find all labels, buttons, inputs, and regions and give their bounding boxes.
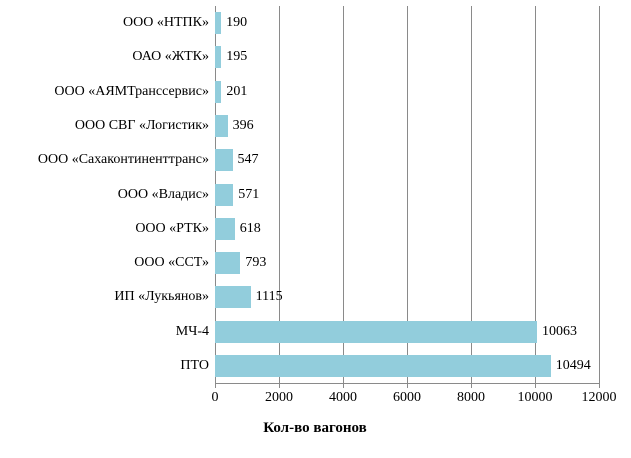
x-axis-line [215,383,600,384]
bar [215,320,538,343]
category-label: ООО «ССТ» [134,255,209,271]
x-axis-tick [471,384,472,388]
value-label: 10063 [542,323,578,339]
gridline [471,6,472,383]
value-label: 618 [239,220,261,236]
x-tick-label: 2000 [265,390,293,405]
value-label: 10494 [555,357,591,373]
bar [215,354,551,377]
x-tick-label: 0 [211,390,219,405]
category-label: ПТО [180,357,209,373]
value-label: 190 [226,15,248,31]
bar [215,46,222,69]
category-label: ООО «Владис» [117,186,209,202]
category-label: ООО «РТК» [135,220,209,236]
category-label: ИП «Лукьянов» [114,289,209,305]
gridline [343,6,344,383]
bar [215,252,241,275]
value-label: 396 [232,117,254,133]
x-axis-tick [599,384,600,388]
value-label: 1115 [255,289,283,305]
x-tick-label: 6000 [393,390,421,405]
category-label: ООО «Сахаконтиненттранс» [37,152,209,168]
x-tick-label: 10000 [517,390,553,405]
category-label: ООО «АЯМТранссервис» [54,83,209,99]
x-axis-tick [215,384,216,388]
category-label: ООО СВГ «Логистик» [74,117,209,133]
x-tick-label: 8000 [457,390,485,405]
x-axis-tick [343,384,344,388]
category-label: МЧ-4 [175,323,209,339]
value-label: 195 [226,49,248,65]
bar [215,80,222,103]
x-tick-label: 12000 [581,390,617,405]
gridline [407,6,408,383]
gridline [535,6,536,383]
value-label: 793 [245,255,267,271]
value-label: 571 [238,186,260,202]
bar [215,183,234,206]
value-label: 547 [237,152,259,168]
x-axis-tick [407,384,408,388]
x-axis-title: Кол-во вагонов [263,420,367,436]
bar [215,286,251,309]
category-label: ОАО «ЖТК» [132,49,209,65]
bar [215,217,235,240]
x-tick-label: 4000 [329,390,357,405]
bar [215,149,233,172]
value-label: 201 [226,83,248,99]
bar [215,114,228,137]
bar [215,12,222,35]
x-axis-tick [535,384,536,388]
x-axis-tick [279,384,280,388]
category-label: ООО «НТПК» [123,15,209,31]
gridline [599,6,600,383]
gridline [279,6,280,383]
